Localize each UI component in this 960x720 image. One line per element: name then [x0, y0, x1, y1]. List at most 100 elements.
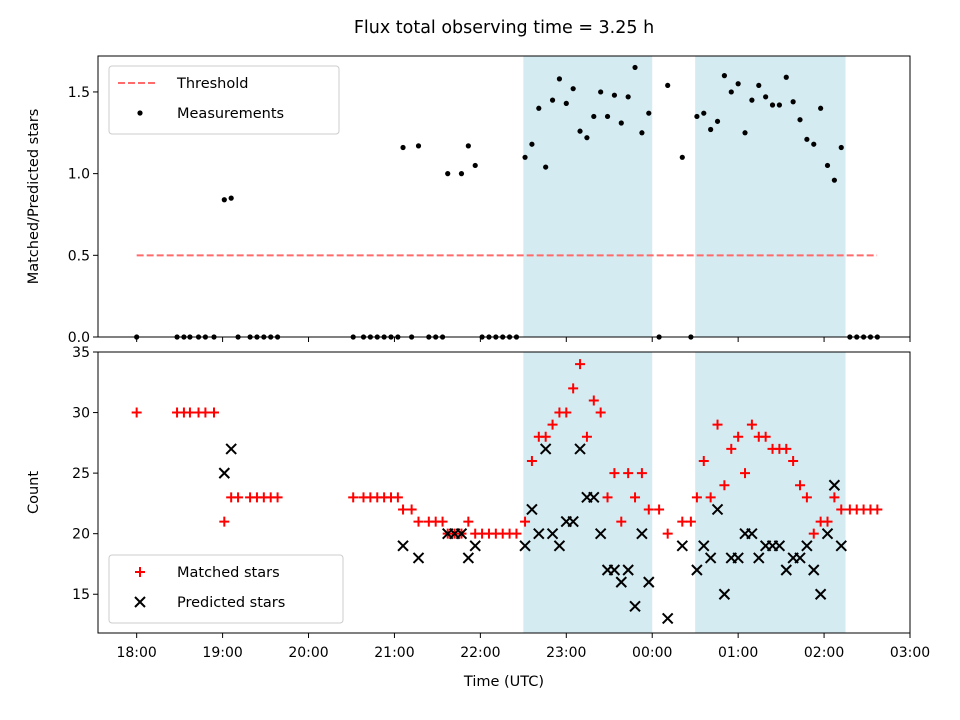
- y-axis-label: Matched/Predicted stars: [26, 109, 42, 285]
- matched-star-point: [200, 407, 211, 418]
- matched-star-point: [733, 431, 744, 442]
- predicted-star-point: [526, 503, 538, 516]
- matched-star-point: [209, 407, 219, 418]
- measurement-point: [708, 126, 714, 133]
- matched-star-point: [547, 419, 558, 430]
- matched-star-point: [609, 468, 620, 479]
- predicted-star-point: [780, 564, 792, 576]
- measurement-point: [570, 86, 576, 92]
- matched-star-point: [836, 504, 847, 515]
- matched-star-point: [654, 504, 665, 515]
- predicted-star-point: [622, 564, 634, 576]
- measurement-point: [465, 143, 471, 149]
- matched-star-point: [872, 504, 883, 515]
- measurement-point: [591, 113, 597, 120]
- x-tick-label: 22:00: [460, 645, 500, 661]
- measurement-point: [831, 177, 837, 183]
- matched-star-point: [781, 443, 792, 454]
- x-tick-label: 21:00: [374, 645, 414, 661]
- matched-star-point: [740, 468, 751, 479]
- measurement-point: [639, 130, 645, 136]
- x-tick-label: 18:00: [116, 645, 156, 661]
- observing-window-band: [523, 56, 653, 337]
- matched-star-point: [561, 407, 572, 418]
- panel-1: 0.0 0.5 1.0 1.5 Matched/Predicted stars Thres…: [26, 55, 911, 346]
- matched-star-point: [698, 456, 709, 467]
- matched-star-point: [677, 516, 688, 527]
- measurement-point: [458, 171, 465, 177]
- legend-box: [108, 554, 344, 624]
- legend: Matched stars Predicted stars: [108, 554, 344, 624]
- x-tick-label: 23:00: [546, 645, 586, 661]
- x-axis-label: Time (UTC): [463, 674, 545, 690]
- measurement-point: [604, 113, 611, 120]
- matched-star-point: [801, 492, 812, 503]
- series-predicted-stars: [218, 443, 847, 625]
- predicted-star-point: [643, 576, 655, 588]
- measurement-point: [529, 141, 535, 147]
- matched-star-point: [184, 407, 195, 418]
- measurement-point: [665, 82, 671, 89]
- y-tick-label: 30: [72, 406, 90, 422]
- predicted-star-point: [828, 479, 841, 491]
- predicted-star-point: [539, 443, 552, 455]
- measurement-point: [769, 102, 776, 108]
- predicted-star-point: [746, 527, 758, 540]
- predicted-star-point: [808, 564, 820, 576]
- matched-star-point: [691, 492, 702, 503]
- measurement-point: [646, 110, 652, 116]
- matched-star-point: [581, 431, 592, 442]
- predicted-star-point: [519, 540, 531, 552]
- predicted-star-point: [814, 588, 827, 600]
- measurement-point: [625, 94, 631, 100]
- matched-star-point: [520, 516, 531, 527]
- predicted-star-point: [636, 527, 648, 540]
- matched-star-point: [623, 468, 634, 479]
- predicted-star-point: [718, 588, 731, 600]
- matched-star-point: [131, 407, 142, 418]
- matched-star-point: [643, 504, 654, 515]
- matched-star-point: [413, 516, 424, 527]
- predicted-star-point: [533, 527, 545, 540]
- x-tick-label: 00:00: [632, 645, 672, 661]
- x-tick-label: 02:00: [804, 645, 844, 661]
- y-tick-label: 1.0: [68, 167, 90, 183]
- predicted-star-point: [704, 552, 717, 564]
- predicted-star-point: [615, 576, 627, 588]
- measurement-point: [415, 143, 422, 149]
- series-matched-stars: [131, 359, 883, 539]
- predicted-star-point: [462, 552, 475, 564]
- predicted-star-point: [469, 540, 481, 552]
- measurement-point: [742, 130, 748, 136]
- legend-label: Matched stars: [177, 565, 280, 581]
- measurement-point: [818, 105, 824, 111]
- measurement-point: [543, 164, 549, 170]
- y-axis-label: Count: [26, 471, 42, 514]
- matched-star-point: [437, 516, 448, 527]
- measurement-point: [838, 144, 844, 151]
- matched-star-point: [595, 407, 606, 418]
- predicted-star-point: [698, 540, 710, 552]
- matched-star-point: [746, 419, 757, 430]
- measurement-point: [632, 64, 638, 71]
- legend-label: Predicted stars: [177, 595, 285, 611]
- predicted-star-point: [821, 527, 834, 540]
- matched-star-point: [822, 516, 833, 527]
- x-tick-label: 20:00: [288, 645, 328, 661]
- predicted-star-point: [553, 540, 566, 552]
- predicted-star-point: [412, 552, 425, 564]
- observing-window-band: [523, 352, 653, 633]
- matched-star-point: [705, 492, 716, 503]
- matched-star-point: [795, 480, 806, 491]
- axes-frame: [97, 55, 911, 338]
- measurement-point: [228, 195, 234, 201]
- matched-star-point: [685, 516, 696, 527]
- predicted-star-point: [753, 552, 765, 564]
- matched-star-point: [630, 492, 641, 503]
- legend-measurement-handle: [137, 110, 143, 116]
- matched-star-point: [760, 431, 771, 442]
- y-tick-label: 15: [72, 587, 90, 603]
- matched-star-point: [463, 516, 474, 527]
